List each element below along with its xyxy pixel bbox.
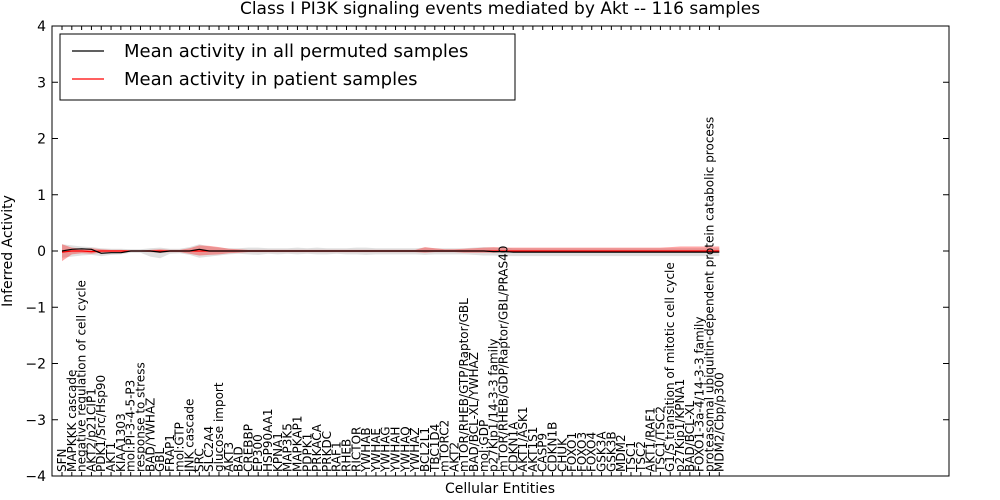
x-tick-label: CHUK <box>555 437 569 472</box>
x-tick-label: AKT3 <box>222 442 236 472</box>
x-tick-label: PDPK1 <box>300 433 314 472</box>
x-tick-label: BCL2L1 <box>418 427 432 472</box>
y-axis: −4 −3 −2 −1 0 1 2 3 4 <box>25 19 949 485</box>
x-tick-label: TSC2 <box>634 441 648 473</box>
legend-entry-patient: Mean activity in patient samples <box>124 69 418 90</box>
x-tick-label: FRAP1 <box>163 434 177 472</box>
y-tick-label: 3 <box>37 75 46 91</box>
x-tick-label: AKT1 <box>104 442 118 472</box>
x-tick-label: response to stress <box>134 362 148 472</box>
x-tick-label: BAD/YWHAZ <box>143 398 157 472</box>
x-tick-label: JNK cascade <box>183 399 197 473</box>
x-tick-label: EP300 <box>251 434 265 472</box>
y-tick-label: 2 <box>37 132 46 148</box>
x-tick-label: p27Kip1/KPNA1 <box>673 379 687 472</box>
y-tick-label: −4 <box>25 469 46 485</box>
x-tick-label: PRKACA <box>310 423 324 472</box>
x-tick-label: RAF1 <box>330 441 344 472</box>
x-tick-label: YWHAH <box>389 427 403 473</box>
x-tick-label: FOXO3 <box>575 432 589 472</box>
x-tick-label: TBC1D4 <box>428 424 442 473</box>
x-tick-label: mol:PI-3-4-5-P3 <box>124 380 138 472</box>
y-tick-label: 0 <box>37 244 46 260</box>
x-tick-label: AKT1/RAF1 <box>644 407 658 472</box>
x-tick-label: YWHAE <box>369 428 383 473</box>
x-tick-label: SLC2A4 <box>202 426 216 472</box>
x-tick-label: p27Kip1/14-3-3 family <box>487 339 501 472</box>
x-tick-label: FOXO4 <box>585 432 599 472</box>
y-axis-label: Inferred Activity <box>0 195 16 307</box>
x-tick-label: YWHAQ <box>398 426 412 473</box>
x-tick-label: BAD <box>232 446 246 472</box>
x-tick-label: SFN <box>55 449 69 473</box>
y-tick-label: −2 <box>25 357 46 373</box>
x-tick-label: CDKN1B <box>546 422 560 472</box>
x-tick-label: mTORC2 <box>438 420 452 472</box>
chart-title: Class I PI3K signaling events mediated b… <box>240 0 760 19</box>
x-tick-label: mol:GDP <box>477 420 491 472</box>
x-tick-label: YWHAZ <box>408 427 422 473</box>
x-tick-label: GBL <box>153 447 167 472</box>
legend: Mean activity in all permuted samples Me… <box>59 33 516 101</box>
x-tick-label: glucose import <box>212 382 226 472</box>
x-tick-label: proteasomal ubiquitin-dependent protein … <box>703 117 717 472</box>
x-tick-label: mTOR/RHEB/GDP/Raptor/GBL/PRAS40 <box>497 246 511 472</box>
x-tick-label: HSP90AA1 <box>261 408 275 472</box>
line-permuted <box>61 248 720 254</box>
x-tick-label: mTOR/RHEB/GTP/Raptor/GBL <box>457 298 471 472</box>
x-tick-label: FOXO1 <box>565 432 579 472</box>
x-tick-label: RHEB <box>340 439 354 472</box>
x-tick-label: KPNA1 <box>271 432 285 472</box>
x-tick-label: TSC1/TSC2 <box>653 406 667 473</box>
x-tick-label: YWHAB <box>359 427 373 473</box>
y-tick-label: 1 <box>37 188 46 204</box>
x-tick-label: TSC1 <box>624 441 638 473</box>
x-tick-label: negative regulation of cell cycle <box>75 280 89 472</box>
plot-lines <box>61 248 720 254</box>
x-tick-label: MAPKKK cascade <box>65 370 79 472</box>
x-tick-label: MAPKAP1 <box>290 415 304 472</box>
legend-entry-permuted: Mean activity in all permuted samples <box>124 41 468 62</box>
x-tick-label: YWHAG <box>379 426 393 473</box>
x-tick-label: GSK3A <box>595 431 609 472</box>
x-tick-label: mol:GTP <box>173 422 187 472</box>
band-patient <box>62 244 720 262</box>
y-tick-label: −3 <box>25 413 46 429</box>
x-tick-label: SRC <box>192 448 206 472</box>
x-tick-label: AKT2 <box>447 442 461 472</box>
x-tick-label: FOXO1-3a-4/14-3-3 family <box>693 317 707 473</box>
x-tick-label: AKT1/ASK1 <box>516 407 530 472</box>
x-tick-label: MDM2/Cbp/p300 <box>712 372 726 472</box>
x-tick-label: G1/S transition of mitotic cell cycle <box>663 262 677 472</box>
x-tick-label: AKT1S1 <box>526 427 540 472</box>
x-tick-label: AKT2/p21CIP1 <box>84 388 98 472</box>
x-tick-label: GSK3B <box>604 431 618 472</box>
x-tick-label: PRKDC <box>320 431 334 472</box>
x-tick-label: KIAA1303 <box>114 413 128 472</box>
x-tick-label: CDKN1A <box>506 421 520 472</box>
x-tick-label: MAP3K5 <box>281 423 295 472</box>
x-tick-label: BAD/BCL-XL <box>683 400 697 472</box>
x-tick-label: PDK1/Src/Hsp90 <box>94 375 108 472</box>
y-tick-label: 4 <box>37 19 46 35</box>
x-tick-label: BAD/BCL-XL/YWHAZ <box>467 352 481 472</box>
x-tick-label: RICTOR <box>349 427 363 472</box>
x-tick-label: MDM2 <box>614 434 628 472</box>
legend-box <box>59 33 516 101</box>
x-axis-label: Cellular Entities <box>445 481 555 497</box>
x-tick-label: CASP9 <box>536 433 550 472</box>
x-tick-label: CREBBP <box>241 424 255 472</box>
y-tick-label: −1 <box>25 300 46 316</box>
